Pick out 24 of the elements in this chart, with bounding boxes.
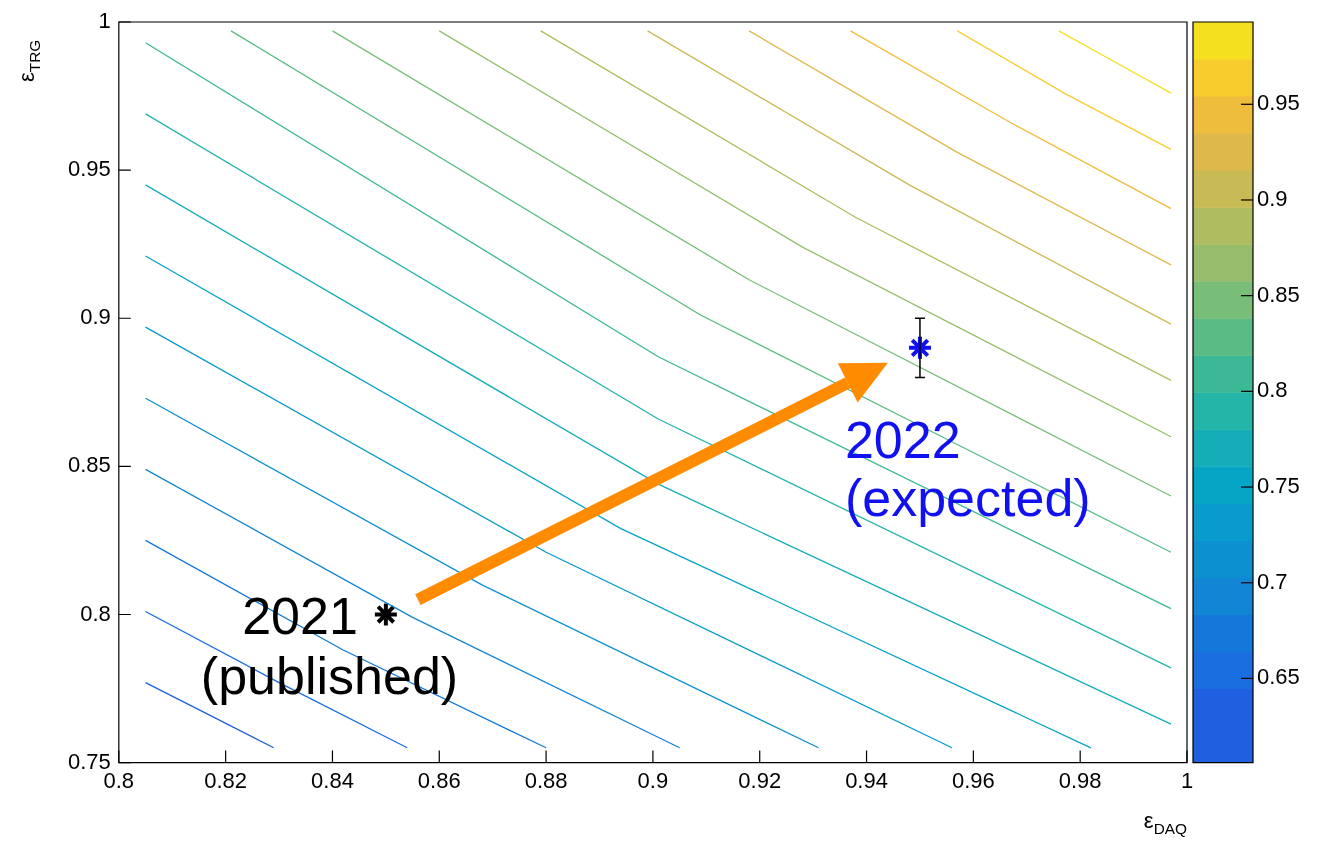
color-bar-label: 0.9 xyxy=(1257,186,1288,212)
y-tick-label: 0.95 xyxy=(67,156,111,182)
color-bar-label: 0.95 xyxy=(1257,90,1300,116)
color-bar-label: 0.8 xyxy=(1257,377,1288,403)
y-tick-label: 0.75 xyxy=(67,748,111,774)
x-tick-label: 1 xyxy=(1180,767,1194,793)
x-tick-label: 0.9 xyxy=(637,767,669,793)
y-axis-title: εTRG xyxy=(13,39,44,82)
y-tick-label: 0.9 xyxy=(80,304,111,330)
x-tick-label: 0.94 xyxy=(845,767,888,793)
color-bar-label: 0.7 xyxy=(1257,568,1288,594)
y-tick-label: 0.85 xyxy=(67,452,111,478)
x-tick-label: 0.96 xyxy=(951,767,995,793)
x-tick-label: 0.82 xyxy=(204,767,248,793)
x-tick-label: 0.88 xyxy=(524,767,568,793)
color-bar-label: 0.75 xyxy=(1257,473,1300,499)
x-tick-label: 0.84 xyxy=(311,767,354,793)
x-tick-label: 0.92 xyxy=(738,767,782,793)
x-tick-label: 0.98 xyxy=(1058,767,1102,793)
x-tick-label: 0.86 xyxy=(417,767,461,793)
y-tick-label: 1 xyxy=(98,8,111,34)
color-bar-label: 0.65 xyxy=(1257,664,1300,690)
color-bar-label: 0.85 xyxy=(1257,281,1300,307)
y-tick-label: 0.8 xyxy=(80,600,111,626)
